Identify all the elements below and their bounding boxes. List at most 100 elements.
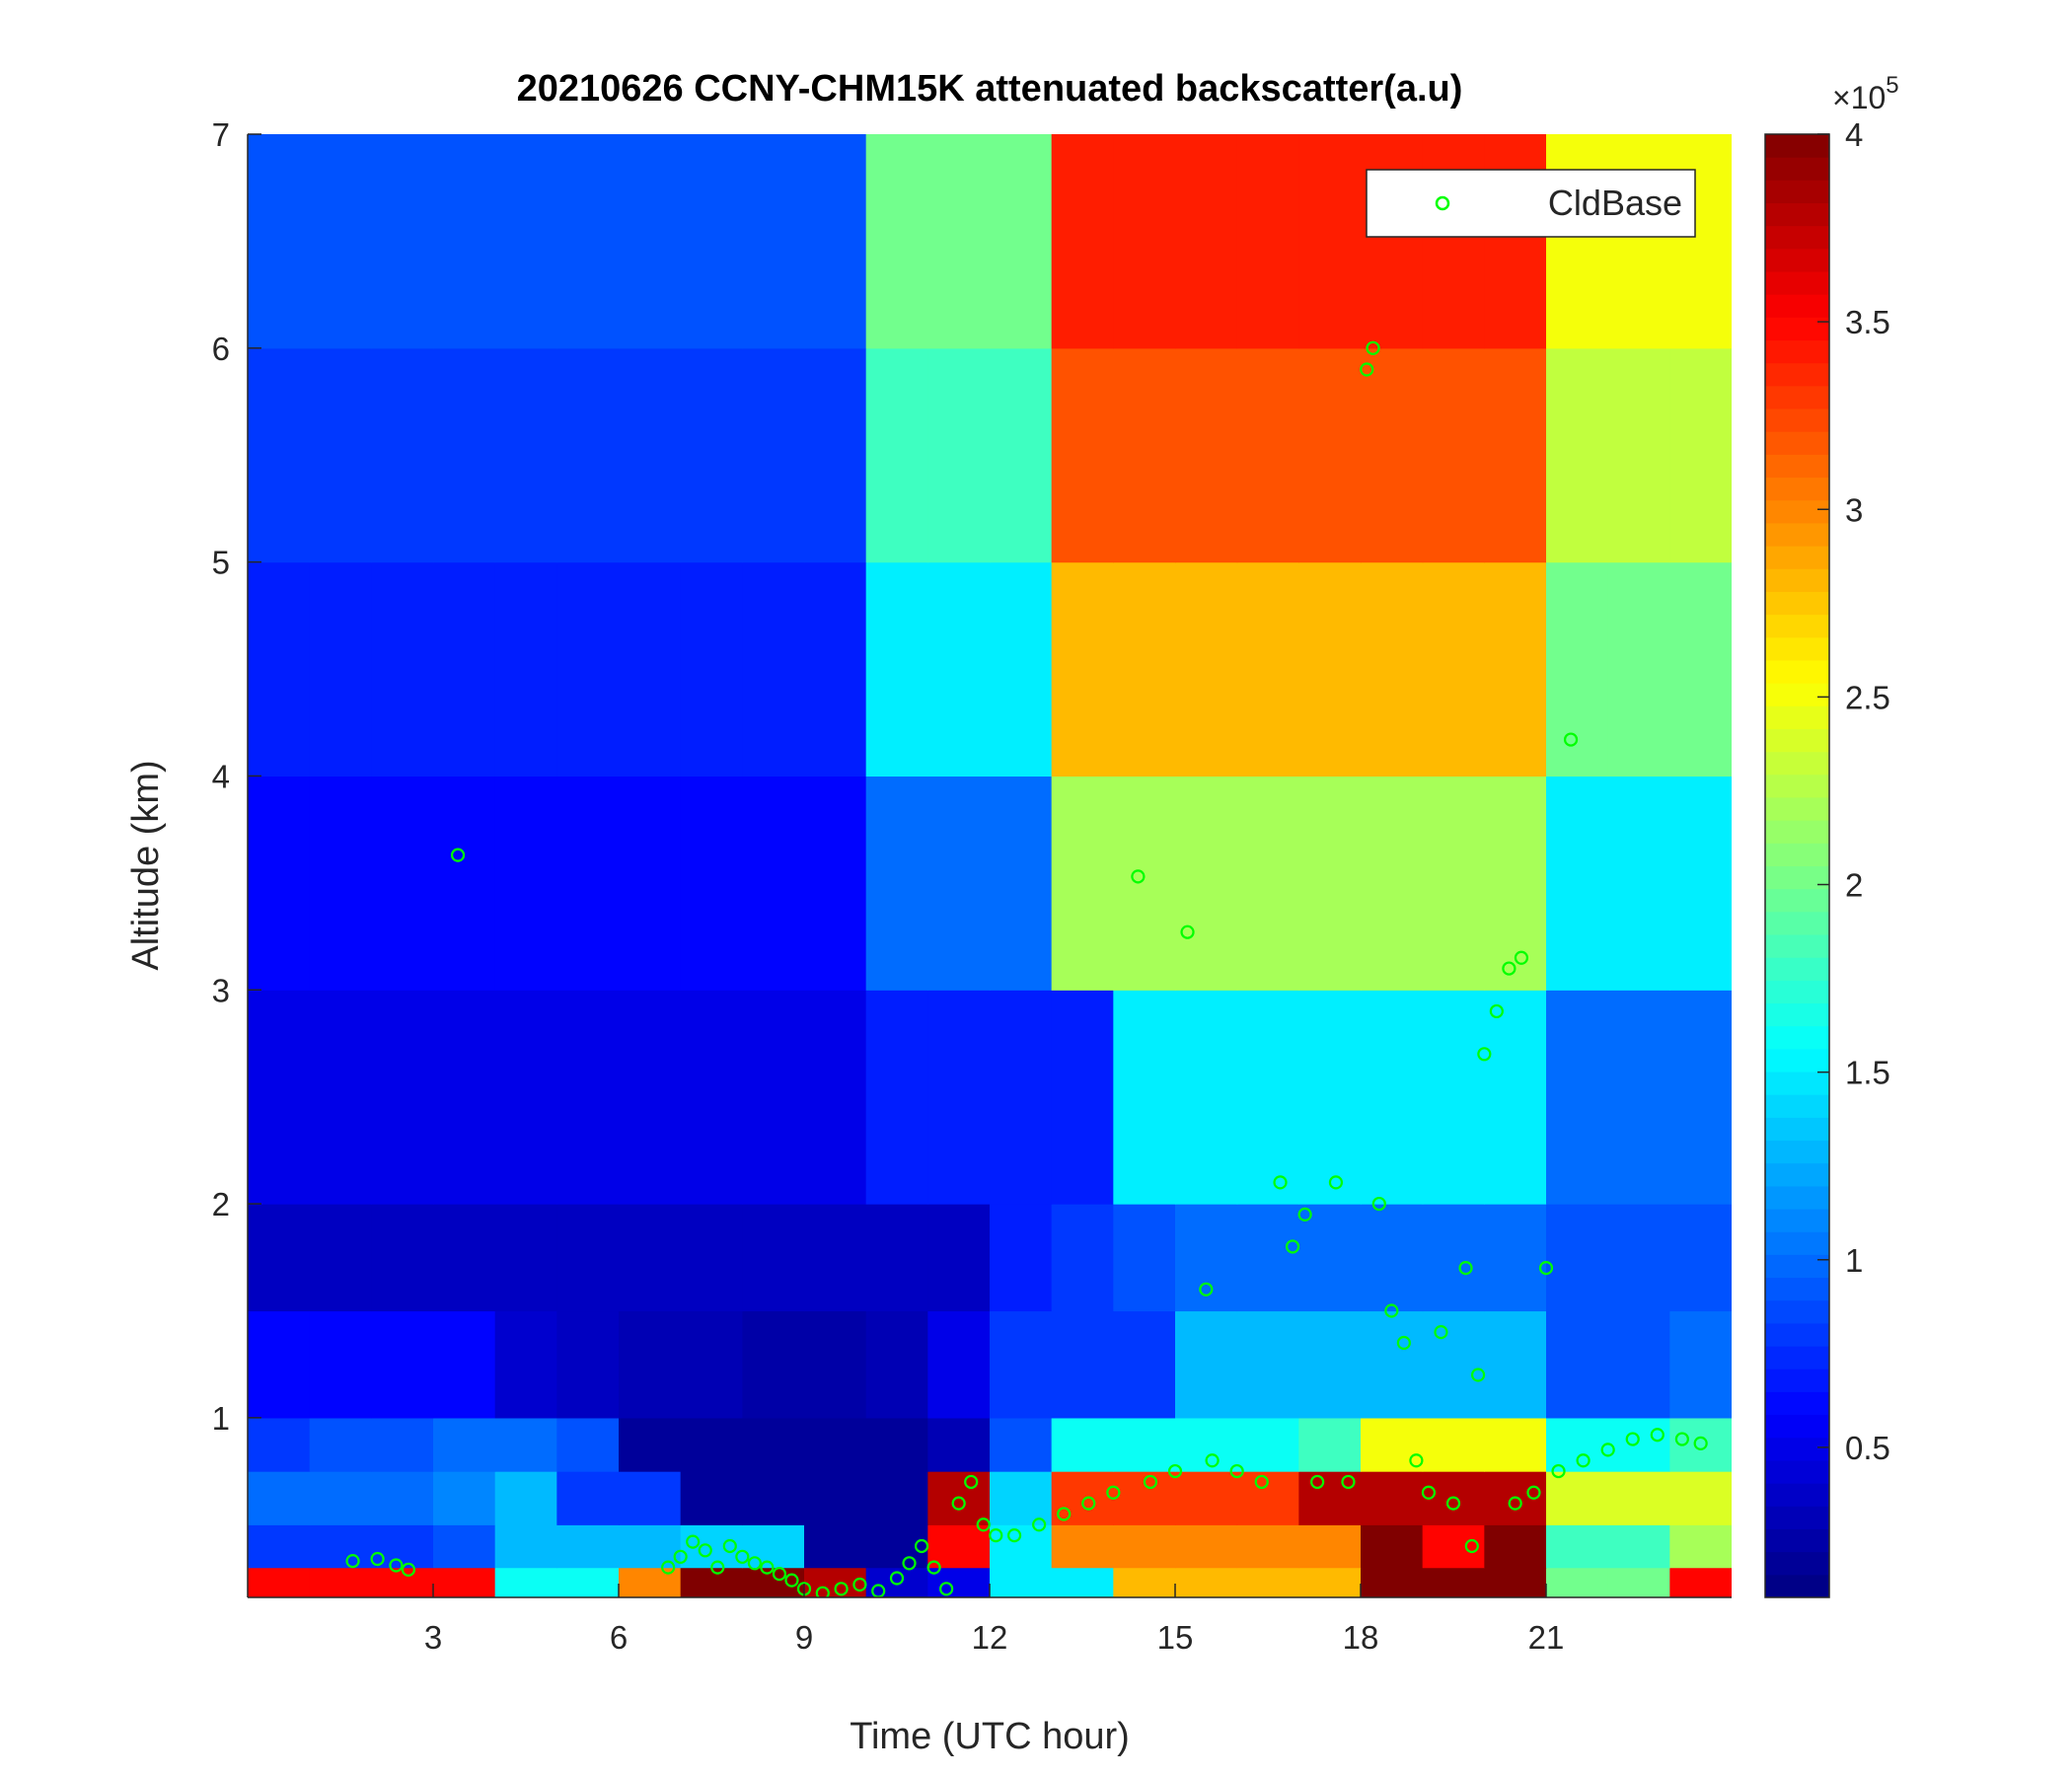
heat-cell (1113, 1417, 1176, 1472)
heat-cell (433, 347, 496, 563)
heat-cell (742, 776, 805, 991)
heat-cell (309, 1204, 372, 1312)
heat-cell (927, 1524, 991, 1569)
cloud-base-point (1508, 1496, 1522, 1511)
heat-cell (1236, 776, 1299, 991)
cloud-base-point (1081, 1496, 1096, 1511)
heat-cell (1607, 1567, 1670, 1597)
heat-cell (1051, 776, 1114, 991)
cloud-base-point (710, 1560, 725, 1575)
heat-cell (1607, 134, 1670, 349)
heat-cell (433, 1567, 496, 1597)
heat-cell (433, 1524, 496, 1569)
heat-cell (927, 1204, 991, 1312)
heat-cell (248, 990, 311, 1205)
heat-cell (927, 1417, 991, 1472)
heat-cell (1546, 347, 1609, 563)
y-tick-label: 4 (212, 758, 230, 794)
cloud-base-point (760, 1560, 775, 1575)
heat-cell (1298, 1524, 1362, 1569)
heat-cell (865, 1471, 928, 1525)
heat-cell (1113, 134, 1176, 349)
colorbar-segment (1765, 157, 1829, 181)
cloud-base-point (1167, 1463, 1183, 1479)
heat-cell (1298, 561, 1362, 777)
heat-cell (1236, 561, 1299, 777)
heat-cell (1113, 1524, 1176, 1569)
colorbar-segment (1765, 1369, 1829, 1392)
cloud-base-point (1625, 1432, 1640, 1446)
cloud-base-point (1106, 1485, 1121, 1500)
heat-cell (990, 1310, 1053, 1419)
colorbar-segment (1765, 1002, 1829, 1027)
colorbar-segment (1765, 1117, 1829, 1142)
heat-cell (1484, 1524, 1547, 1569)
colorbar-segment (1765, 454, 1829, 479)
heat-cell (1298, 776, 1362, 991)
cloud-base-point (1254, 1474, 1269, 1490)
heat-cell (1422, 1310, 1485, 1419)
cloud-base-point (784, 1573, 799, 1588)
heat-cell (371, 561, 434, 777)
colorbar-segment (1765, 591, 1829, 616)
heat-cell (1607, 1524, 1670, 1569)
colorbar-segment (1765, 225, 1829, 250)
heatmap (248, 134, 1732, 1597)
heat-cell (1175, 990, 1238, 1205)
heat-cell (1361, 1524, 1424, 1569)
heat-cell (494, 561, 557, 777)
heat-cell (1175, 1471, 1238, 1525)
heat-cell (804, 1567, 867, 1597)
heat-cell (1546, 1524, 1609, 1569)
colorbar-segment (1765, 339, 1829, 364)
heat-cell (1669, 1471, 1732, 1525)
colorbar-tick-label: 2.5 (1845, 679, 1890, 715)
colorbar-segment (1765, 843, 1829, 866)
cloud-base-point (698, 1543, 712, 1558)
heat-cell (1051, 1310, 1114, 1419)
heat-cell (1361, 776, 1424, 991)
colorbar-segment (1765, 683, 1829, 706)
heat-cell (990, 134, 1053, 349)
colorbar-segment (1765, 774, 1829, 798)
heat-cell (309, 1471, 372, 1525)
cloud-base-point (686, 1534, 701, 1549)
heat-cell (680, 1310, 743, 1419)
heat-cell (1546, 1310, 1609, 1419)
heat-cell (494, 1204, 557, 1312)
heat-cell (1607, 347, 1670, 563)
heat-cell (990, 561, 1053, 777)
heat-cell (804, 990, 867, 1205)
heat-cell (1546, 990, 1609, 1205)
heat-cell (1422, 134, 1485, 349)
heat-cell (865, 347, 928, 563)
colorbar-frame (1764, 133, 1830, 1598)
heat-cell (927, 990, 991, 1205)
heat-cell (1546, 1471, 1609, 1525)
cloud-base-point (1445, 1496, 1461, 1511)
heat-cell (742, 1471, 805, 1525)
cloud-base-point (1131, 869, 1146, 884)
cloud-base-point (1650, 1428, 1665, 1443)
heat-cell (1051, 347, 1114, 563)
heat-cell (1669, 561, 1732, 777)
colorbar-segment (1765, 1437, 1829, 1461)
colorbar-segment (1765, 522, 1829, 547)
colorbar-segment (1765, 636, 1829, 661)
heat-cell (248, 1417, 311, 1472)
chart-title: 20210626 CCNY-CHM15K attenuated backscat… (517, 68, 1463, 110)
heat-cell (1051, 1204, 1114, 1312)
heat-cell (1298, 347, 1362, 563)
heat-cell (494, 776, 557, 991)
cloud-base-point (1551, 1463, 1566, 1479)
cloud-base-point (1464, 1538, 1479, 1554)
x-tick-label: 6 (610, 1619, 628, 1656)
heat-cell (927, 561, 991, 777)
cloud-base-point (1143, 1474, 1158, 1490)
heat-cell (494, 134, 557, 349)
cloud-base-point (939, 1582, 954, 1596)
heat-cell (556, 1417, 620, 1472)
heat-cell (371, 990, 434, 1205)
